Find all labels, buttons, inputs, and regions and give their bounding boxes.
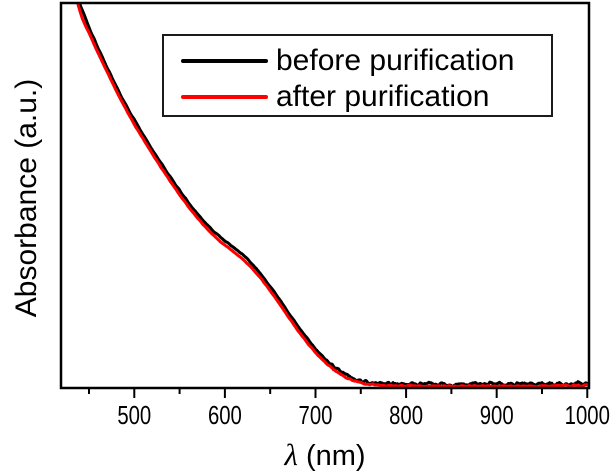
legend: before purification after purification <box>162 34 553 117</box>
legend-line-sample-red <box>181 95 268 99</box>
curve-after-purification <box>76 2 590 389</box>
x-tick-label: 900 <box>480 400 514 430</box>
plot-border <box>59 1 591 390</box>
y-axis-label: Absorbance (a.u.) <box>10 78 43 318</box>
x-axis-unit: (nm) <box>305 440 366 472</box>
legend-item-after-purification: after purification <box>164 79 551 115</box>
x-tick-label: 1000 <box>565 400 610 430</box>
x-tick-label: 700 <box>299 400 333 430</box>
x-tick-label: 600 <box>208 400 242 430</box>
legend-label-after: after purification <box>276 80 490 113</box>
legend-label-before: before purification <box>276 44 515 77</box>
x-axis-label: λ (nm) <box>60 436 590 474</box>
x-tick-label: 500 <box>117 400 151 430</box>
legend-line-sample-black <box>181 59 268 63</box>
x-tick-label: 800 <box>389 400 423 430</box>
legend-item-before-purification: before purification <box>164 43 551 79</box>
lambda-symbol: λ <box>284 437 298 472</box>
